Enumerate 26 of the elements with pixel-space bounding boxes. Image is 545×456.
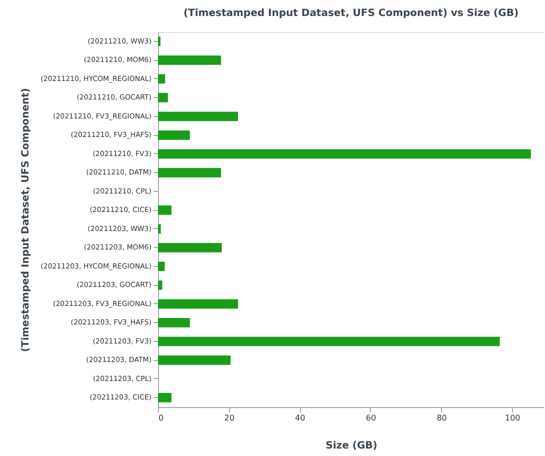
bar: [158, 112, 238, 122]
bar: [158, 74, 166, 84]
bar: [158, 392, 172, 402]
bar: [158, 262, 165, 272]
bar: [158, 224, 161, 234]
x-axis-title: Size (GB): [326, 440, 378, 452]
chart-title: (Timestamped Input Dataset, UFS Component) vs Size (GB): [183, 8, 519, 19]
y-axis-title: (Timestamped Input Dataset, UFS Component): [20, 88, 32, 352]
bar: [158, 280, 162, 290]
bar: [158, 168, 222, 178]
x-tick-label: 40: [295, 414, 306, 422]
bar: [158, 130, 190, 140]
bar: [158, 299, 238, 309]
bar: [158, 336, 500, 346]
x-tick-label: 80: [436, 414, 447, 422]
bar: [158, 149, 531, 159]
bar: [158, 355, 231, 365]
x-tick-label: 20: [224, 414, 234, 422]
bar: [158, 92, 168, 102]
bar: [158, 55, 222, 65]
x-tick-label: 60: [366, 414, 376, 422]
bar: [158, 318, 190, 328]
bar: [158, 205, 172, 215]
bar: [158, 242, 222, 252]
x-tick-label: 100: [504, 414, 520, 422]
x-tick-label: 0: [158, 414, 164, 422]
